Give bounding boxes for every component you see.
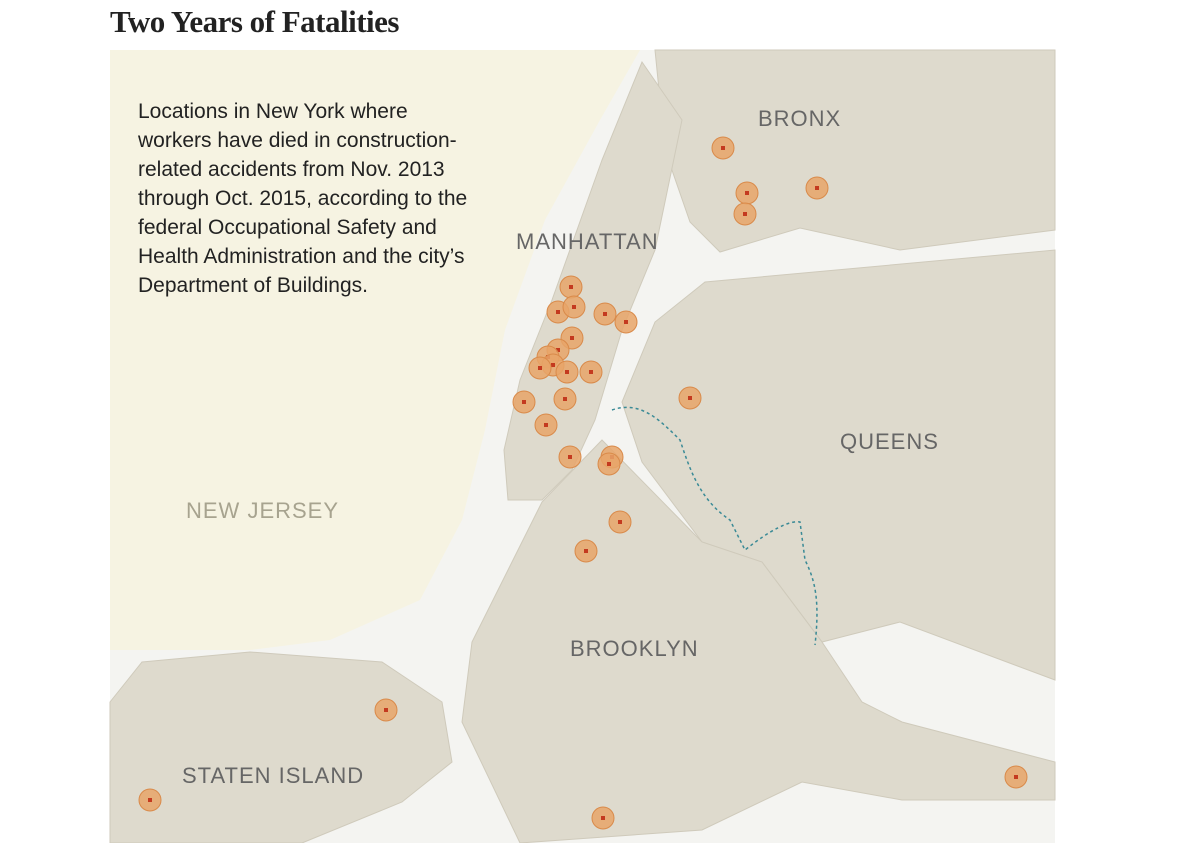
new-jersey xyxy=(110,50,640,650)
marker xyxy=(555,360,579,384)
marker xyxy=(528,356,552,380)
marker xyxy=(711,136,735,160)
brooklyn xyxy=(461,439,1056,843)
staten-island xyxy=(109,651,453,843)
marker xyxy=(805,176,829,200)
marker xyxy=(608,510,632,534)
borough-label: BROOKLYN xyxy=(570,636,699,661)
marker xyxy=(579,360,603,384)
description: Locations in New York where workers have… xyxy=(138,100,468,297)
marker xyxy=(593,302,617,326)
marker xyxy=(562,295,586,319)
marker xyxy=(1004,765,1028,789)
title: Two Years of Fatalities xyxy=(110,4,399,39)
marker xyxy=(512,390,536,414)
marker xyxy=(574,539,598,563)
fatality-markers xyxy=(138,136,1028,830)
state-label: NEW JERSEY xyxy=(186,498,339,523)
manhattan xyxy=(503,60,683,501)
borough-label: STATEN ISLAND xyxy=(182,763,364,788)
marker xyxy=(559,275,583,299)
borough-label: BRONX xyxy=(758,106,841,131)
marker xyxy=(597,452,621,476)
marker xyxy=(138,788,162,812)
borough-label: MANHATTAN xyxy=(516,229,659,254)
marker xyxy=(591,806,615,830)
borough-label: QUEENS xyxy=(840,429,939,454)
boroughs xyxy=(109,49,1056,843)
bronx xyxy=(654,49,1056,253)
marker xyxy=(733,202,757,226)
marker xyxy=(678,386,702,410)
marker xyxy=(614,310,638,334)
marker xyxy=(553,387,577,411)
marker xyxy=(374,698,398,722)
marker xyxy=(534,413,558,437)
marker xyxy=(735,181,759,205)
marker xyxy=(558,445,582,469)
borough-border xyxy=(611,406,818,646)
